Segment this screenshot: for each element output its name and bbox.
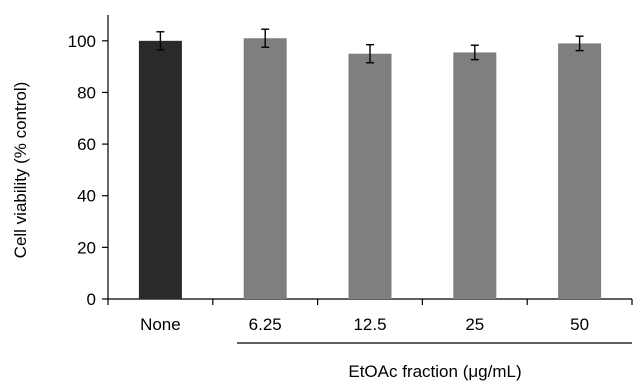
- x-tick-label: None: [140, 315, 181, 334]
- y-tick-label: 40: [77, 187, 96, 206]
- x-tick-label: 6.25: [249, 315, 282, 334]
- y-tick-label: 60: [77, 135, 96, 154]
- y-axis-title: Cell viability (% control): [11, 82, 30, 259]
- x-tick-label: 50: [570, 315, 589, 334]
- bar: [348, 53, 392, 300]
- bar: [243, 38, 287, 300]
- bar: [453, 52, 497, 299]
- bar: [558, 43, 602, 300]
- error-bars: [156, 28, 584, 64]
- y-tick-label: 80: [77, 83, 96, 102]
- bar: [138, 40, 182, 300]
- x-tick-label: 25: [465, 315, 484, 334]
- x-axis: [107, 298, 633, 305]
- x-tick-label: 12.5: [353, 315, 386, 334]
- category-labels: None 6.25 12.5 25 50: [140, 315, 589, 334]
- bars: [138, 38, 602, 300]
- y-tick-label: 0: [87, 290, 96, 309]
- y-tick-label: 20: [77, 238, 96, 257]
- group-label: EtOAc fraction (μg/mL): [348, 362, 521, 381]
- y-axis: 0 20 40 60 80 100: [68, 15, 109, 309]
- y-tick-label: 100: [68, 32, 96, 51]
